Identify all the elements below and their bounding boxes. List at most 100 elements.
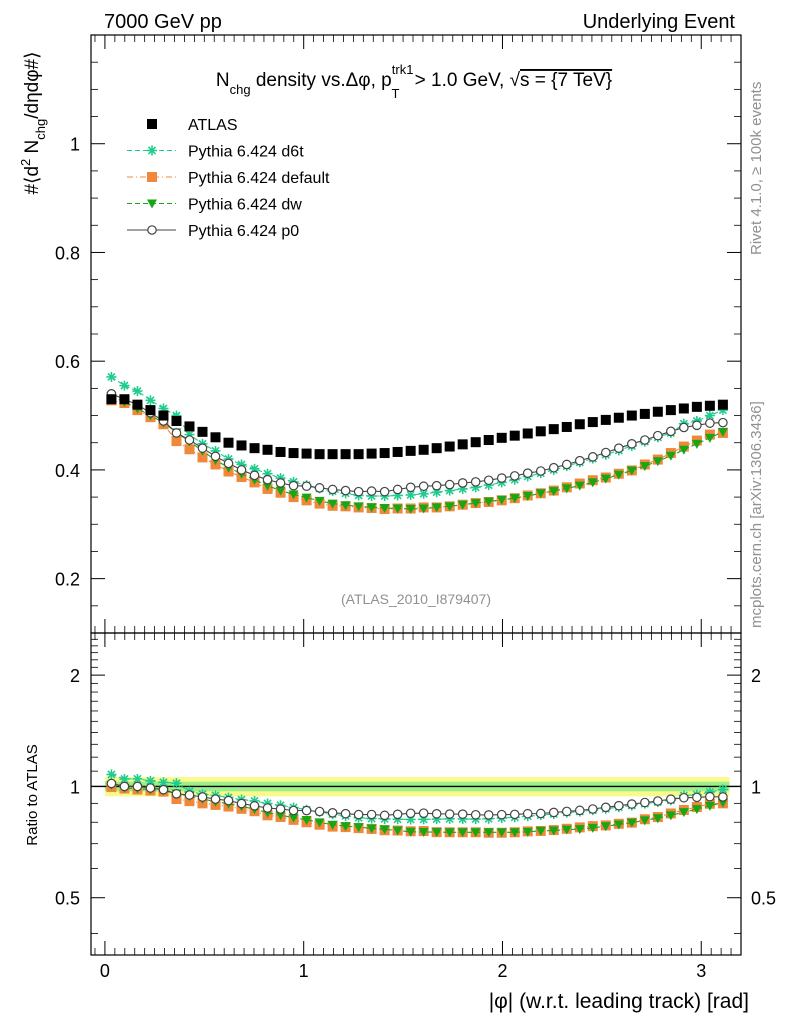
x-tick-label: 2: [497, 961, 507, 981]
data-point: [418, 504, 429, 514]
ratio-data-point: [288, 805, 299, 816]
data-point: [132, 386, 143, 397]
data-point: [197, 452, 208, 463]
data-point: [496, 495, 507, 505]
data-point: [548, 462, 559, 473]
ratio-data-point: [718, 792, 728, 802]
ratio-data-point: [548, 826, 559, 836]
data-point: [613, 470, 624, 480]
data-point: [652, 457, 663, 467]
header-right-label: Underlying Event: [583, 11, 736, 33]
data-point: [574, 419, 585, 430]
data-point: [327, 499, 338, 509]
data-point: [340, 449, 351, 460]
data-point: [392, 484, 403, 495]
data-point: [470, 437, 481, 448]
chart-title: Nchg density vs.Δφ, ptrk1 T > 1.0 GeV, √s…: [216, 62, 612, 101]
data-point: [704, 400, 715, 411]
data-point: [665, 451, 676, 461]
data-point: [522, 468, 533, 478]
data-point: [275, 446, 286, 457]
data-point: [392, 446, 403, 457]
ylabel-two: 2: [18, 159, 33, 166]
data-point: [184, 444, 195, 455]
legend-marker: [147, 225, 157, 235]
data-point: [106, 371, 117, 382]
ratio-data-point: [692, 792, 702, 803]
data-point: [353, 486, 364, 497]
data-point: [444, 502, 455, 512]
data-point: [666, 426, 676, 437]
data-point: [379, 503, 390, 513]
data-point: [340, 485, 351, 496]
ratio-data-point: [666, 794, 676, 805]
ratio-data-point: [678, 808, 689, 818]
data-point: [509, 471, 520, 481]
ratio-data-point: [457, 828, 468, 838]
data-point: [327, 484, 338, 495]
ratio-data-point: [444, 828, 455, 838]
data-point: [379, 486, 390, 497]
ratio-data-point: [340, 822, 351, 832]
ratio-y-axis-label: Ratio to ATLAS: [24, 744, 41, 845]
data-point: [574, 481, 585, 491]
data-point: [483, 435, 494, 446]
x-tick-label: 1: [299, 961, 309, 981]
data-point: [535, 489, 546, 499]
ratio-data-point: [132, 773, 143, 784]
ratio-data-point: [535, 826, 546, 836]
data-point: [405, 505, 416, 515]
data-point: [483, 475, 494, 486]
data-point: [314, 483, 325, 493]
ratio-data-point: [574, 825, 585, 835]
legend-marker: [147, 172, 157, 182]
data-point: [509, 430, 520, 441]
ratio-data-point: [379, 825, 390, 835]
ratio-data-point: [600, 822, 611, 832]
data-point: [652, 406, 663, 417]
data-point: [431, 480, 442, 491]
data-point: [249, 470, 260, 481]
y-tick-label: 0.4: [55, 461, 80, 481]
data-point: [171, 415, 182, 426]
ratio-data-point: [561, 806, 572, 817]
ratio-data-point: [106, 778, 117, 789]
data-point: [366, 448, 377, 459]
y-axis-label: #⟨d2 Nchg/dηdφ#⟩: [18, 51, 48, 194]
data-point: [600, 474, 611, 484]
ratio-data-point: [314, 818, 325, 828]
ratio-data-point: [301, 805, 312, 816]
title-n: N: [216, 70, 230, 91]
ratio-data-point: [184, 796, 195, 807]
ratio-data-point: [210, 794, 221, 804]
ylabel-chg: chg: [33, 119, 48, 140]
title-tail: > 1.0 GeV,: [409, 70, 509, 91]
ratio-data-point: [171, 789, 182, 799]
data-point: [561, 421, 572, 432]
data-point: [431, 443, 442, 454]
ratio-data-point: [418, 808, 429, 818]
data-point: [249, 443, 260, 454]
data-point: [405, 489, 416, 500]
data-point: [184, 435, 195, 445]
ratio-data-point: [145, 783, 156, 793]
data-point: [653, 430, 663, 441]
data-point: [522, 492, 533, 502]
data-point: [236, 440, 247, 451]
ratio-data-point: [171, 778, 182, 789]
data-point: [171, 428, 182, 438]
data-point: [470, 499, 481, 509]
ratio-y-tick-label-right: 0.5: [751, 889, 776, 909]
data-point: [678, 445, 689, 455]
ratio-data-point: [561, 825, 572, 835]
ratio-data-point: [522, 827, 533, 837]
data-point: [353, 502, 364, 512]
data-point: [431, 503, 442, 513]
data-point: [392, 504, 403, 514]
data-point: [705, 418, 715, 428]
legend-label: ATLAS: [188, 117, 238, 134]
legend-item: Pythia 6.424 dw: [127, 197, 302, 214]
data-point: [184, 421, 195, 432]
ratio-data-point: [639, 816, 650, 826]
data-point: [405, 482, 416, 493]
